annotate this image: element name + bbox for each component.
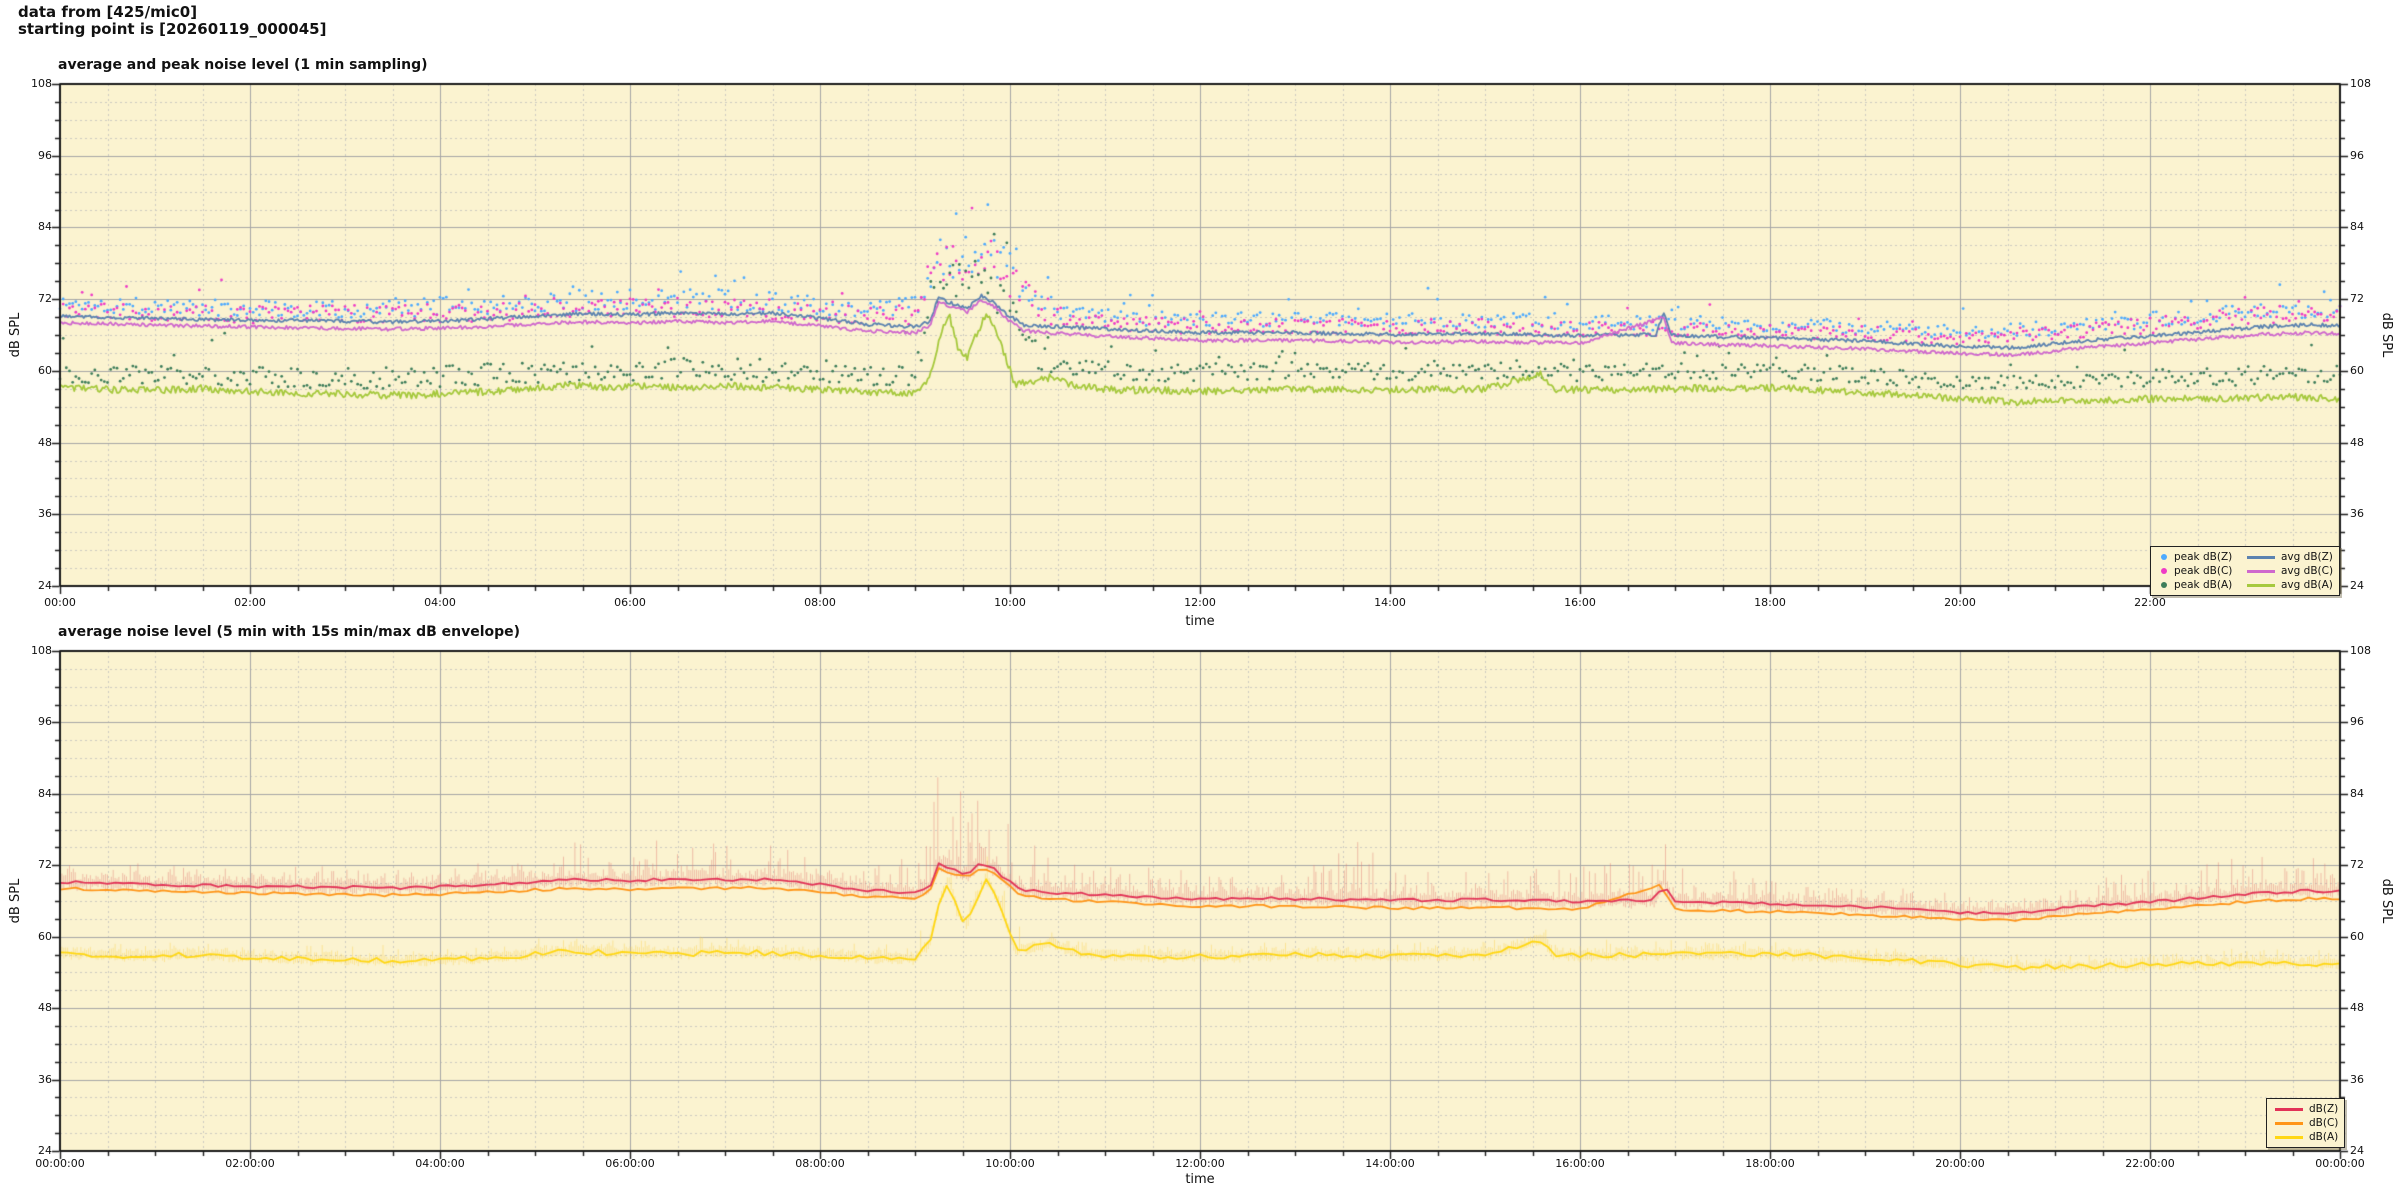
legend-label: avg dB(Z) — [2281, 551, 2333, 563]
legend-label: dB(A) — [2309, 1131, 2339, 1143]
peak-dba-marker-icon — [2161, 582, 2167, 588]
chart2-y-tick-label-left: 84 — [38, 786, 52, 800]
chart1-y-tick-label-left: 96 — [38, 148, 52, 162]
header-starting-point: starting point is [20260119_000045] — [18, 20, 327, 38]
chart1-x-tick-label: 16:00 — [1564, 596, 1596, 609]
chart2-title: average noise level (5 min with 15s min/… — [58, 624, 521, 640]
chart1-title: average and peak noise level (1 min samp… — [58, 57, 428, 73]
chart1-x-tick-label: 18:00 — [1754, 596, 1786, 609]
chart2-y-tick-label-right: 84 — [2350, 786, 2364, 800]
avg-dba-line-icon — [2247, 583, 2275, 587]
chart2-y-tick-label-right: 36 — [2350, 1072, 2364, 1086]
chart1-y-tick-label-left: 24 — [38, 579, 52, 592]
chart1-y-tick-label-left: 48 — [38, 435, 52, 449]
avg-dbc-line-icon — [2247, 569, 2275, 573]
chart1-y-tick-label-right: 84 — [2350, 220, 2364, 234]
chart2-x-tick-label: 00:00:00 — [35, 1157, 85, 1170]
peak-dbc-marker-icon — [2161, 568, 2167, 574]
chart2-y-tick-label-left: 72 — [38, 858, 52, 872]
chart2-y-tick-label-right: 60 — [2350, 929, 2364, 943]
chart2-y-tick-label-right: 24 — [2350, 1144, 2364, 1157]
chart2-y-tick-label-right: 48 — [2350, 1001, 2364, 1015]
legend-label: peak dB(Z) — [2174, 551, 2233, 563]
chart2-x-tick-label: 16:00:00 — [1555, 1157, 1605, 1170]
chart2-y-tick-label-left: 96 — [38, 715, 52, 729]
legend-label: avg dB(A) — [2281, 579, 2333, 591]
chart2-x-tick-label: 04:00:00 — [415, 1157, 465, 1170]
chart1-x-tick-label: 00:00 — [44, 596, 76, 609]
chart2-x-tick-label: 00:00:00 — [2315, 1157, 2365, 1170]
chart2-y-tick-label-left: 60 — [38, 929, 52, 943]
chart2-xlabel: time — [1185, 1172, 1215, 1187]
chart2-y-tick-label-left: 36 — [38, 1072, 52, 1086]
chart1-x-tick-label: 10:00 — [994, 596, 1026, 609]
chart2-x-tick-label: 12:00:00 — [1175, 1157, 1225, 1170]
chart2-x-tick-label: 10:00:00 — [985, 1157, 1035, 1170]
chart1-y-tick-label-right: 96 — [2350, 148, 2364, 162]
avg-dbz-line-icon — [2247, 555, 2275, 559]
chart1-x-tick-label: 02:00 — [234, 596, 266, 609]
chart1-y-tick-label-left: 36 — [38, 507, 52, 521]
chart1-x-tick-label: 14:00 — [1374, 596, 1406, 609]
legend-row: peak dB(C) avg dB(C) — [2157, 564, 2333, 578]
chart2-y-tick-label-right: 108 — [2350, 644, 2371, 657]
chart2-x-tick-label: 20:00:00 — [1935, 1157, 1985, 1170]
chart1-y-tick-label-right: 72 — [2350, 292, 2364, 306]
legend-label: avg dB(C) — [2281, 565, 2334, 577]
legend-row: dB(A) — [2273, 1130, 2338, 1144]
chart2-x-tick-label: 14:00:00 — [1365, 1157, 1415, 1170]
chart1-y-tick-label-left: 84 — [38, 220, 52, 234]
chart1-legend: peak dB(Z) avg dB(Z) peak dB(C) avg dB(C… — [2150, 546, 2340, 596]
chart1-y-tick-label-right: 108 — [2350, 77, 2371, 90]
legend-label: peak dB(A) — [2174, 579, 2233, 591]
dbc-line-icon — [2275, 1121, 2303, 1125]
legend-row: peak dB(A) avg dB(A) — [2157, 578, 2333, 592]
legend-row: dB(Z) — [2273, 1102, 2338, 1116]
dbz-line-icon — [2275, 1107, 2303, 1111]
chart1-y-tick-label-right: 36 — [2350, 507, 2364, 521]
dba-line-icon — [2275, 1135, 2303, 1139]
legend-row: peak dB(Z) avg dB(Z) — [2157, 550, 2333, 564]
chart2-y-tick-label-right: 72 — [2350, 858, 2364, 872]
header-data-source: data from [425/mic0] — [18, 3, 198, 21]
chart1-x-tick-label: 06:00 — [614, 596, 646, 609]
chart1-y-tick-label-right: 24 — [2350, 579, 2364, 592]
legend-label: dB(C) — [2309, 1117, 2339, 1129]
chart1-x-tick-label: 04:00 — [424, 596, 456, 609]
chart1-y-tick-label-left: 108 — [31, 77, 52, 90]
chart2-x-tick-label: 22:00:00 — [2125, 1157, 2175, 1170]
chart2-x-tick-label: 02:00:00 — [225, 1157, 275, 1170]
chart2-x-tick-label: 18:00:00 — [1745, 1157, 1795, 1170]
chart1-y-tick-label-right: 48 — [2350, 435, 2364, 449]
chart1-y-tick-label-left: 72 — [38, 292, 52, 306]
chart1-y-tick-label-left: 60 — [38, 363, 52, 377]
chart1-y-tick-label-right: 60 — [2350, 363, 2364, 377]
chart2-x-tick-label: 08:00:00 — [795, 1157, 845, 1170]
chart2-x-tick-label: 06:00:00 — [605, 1157, 655, 1170]
legend-label: dB(Z) — [2309, 1103, 2339, 1115]
peak-dbz-marker-icon — [2161, 554, 2167, 560]
legend-row: dB(C) — [2273, 1116, 2338, 1130]
chart2-y-tick-label-left: 108 — [31, 644, 52, 657]
chart2-legend: dB(Z) dB(C) dB(A) — [2266, 1098, 2346, 1148]
chart2-y-tick-label-right: 96 — [2350, 715, 2364, 729]
chart1-x-tick-label: 20:00 — [1944, 596, 1976, 609]
chart2-y-tick-label-left: 24 — [38, 1144, 52, 1157]
chart1-x-tick-label: 08:00 — [804, 596, 836, 609]
legend-label: peak dB(C) — [2174, 565, 2233, 577]
chart2-y-tick-label-left: 48 — [38, 1001, 52, 1015]
chart1-x-tick-label: 22:00 — [2134, 596, 2166, 609]
chart1-xlabel: time — [1185, 614, 1215, 629]
chart1-x-tick-label: 12:00 — [1184, 596, 1216, 609]
